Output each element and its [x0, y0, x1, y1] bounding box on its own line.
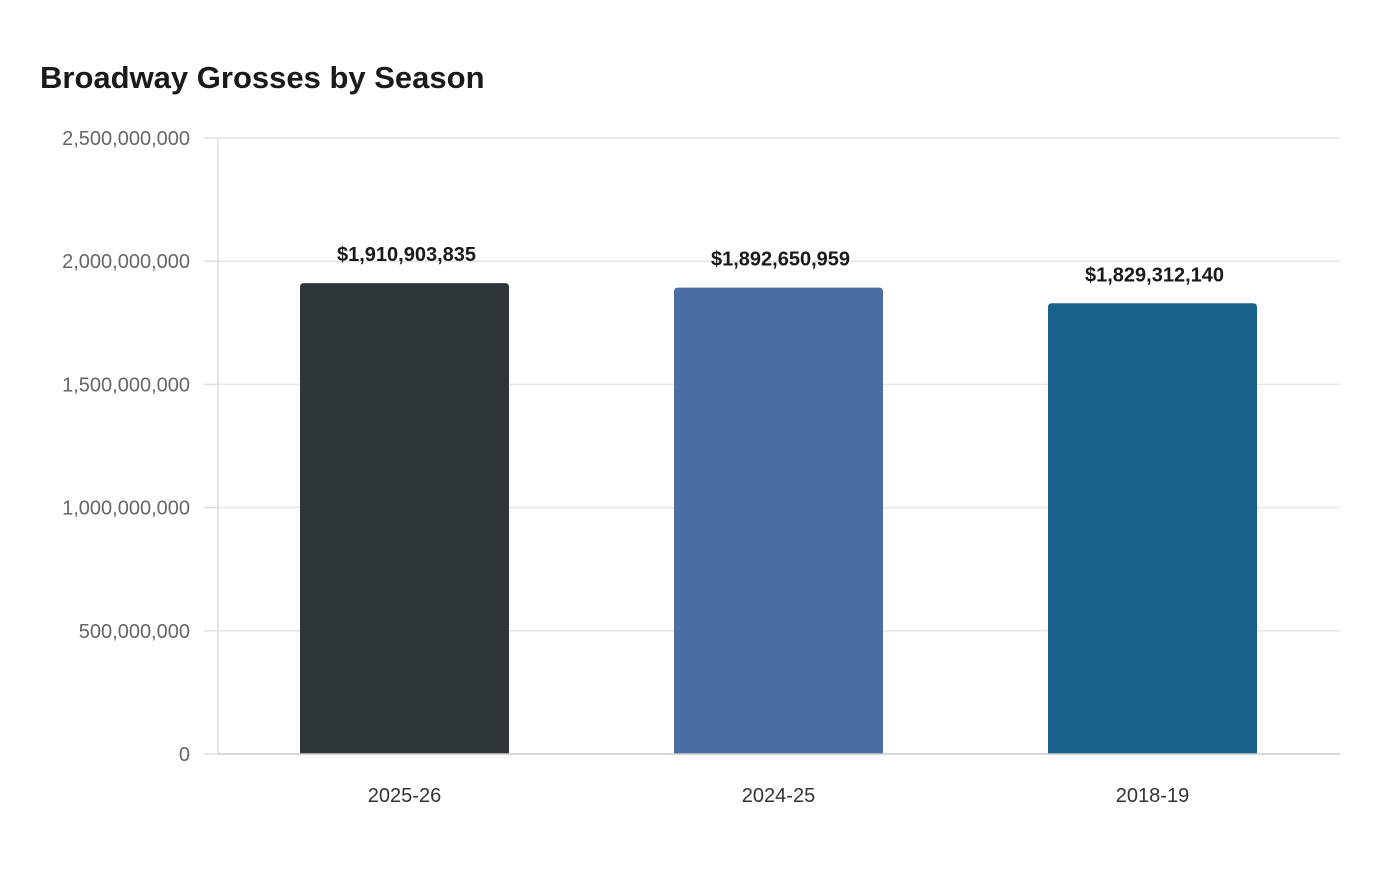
- y-tick-label: 0: [179, 744, 190, 766]
- value-label: $1,910,903,835: [337, 244, 476, 266]
- bar-2018-19: [1048, 303, 1257, 754]
- bars: [300, 283, 1257, 754]
- x-axis-ticks: 2025-26 2024-25 2018-19: [368, 785, 1189, 807]
- x-tick-label: 2024-25: [742, 785, 815, 807]
- y-tick-label: 1,000,000,000: [62, 498, 190, 520]
- value-label: $1,829,312,140: [1085, 264, 1224, 286]
- value-labels: $1,910,903,835 $1,892,650,959 $1,829,312,1…: [337, 244, 1224, 286]
- y-axis-ticks: 0 500,000,000 1,000,000,000 1,500,000,000 2,…: [62, 128, 190, 766]
- y-tick-label: 500,000,000: [79, 621, 190, 643]
- x-tick-label: 2025-26: [368, 785, 441, 807]
- x-tick-label: 2018-19: [1116, 785, 1189, 807]
- bar-2024-25: [674, 287, 883, 754]
- y-tick-label: 1,500,000,000: [62, 374, 190, 396]
- chart-title: Broadway Grosses by Season: [40, 60, 485, 95]
- bar-2025-26: [300, 283, 509, 754]
- y-tick-label: 2,000,000,000: [62, 251, 190, 273]
- value-label: $1,892,650,959: [711, 249, 850, 271]
- y-tick-label: 2,500,000,000: [62, 128, 190, 150]
